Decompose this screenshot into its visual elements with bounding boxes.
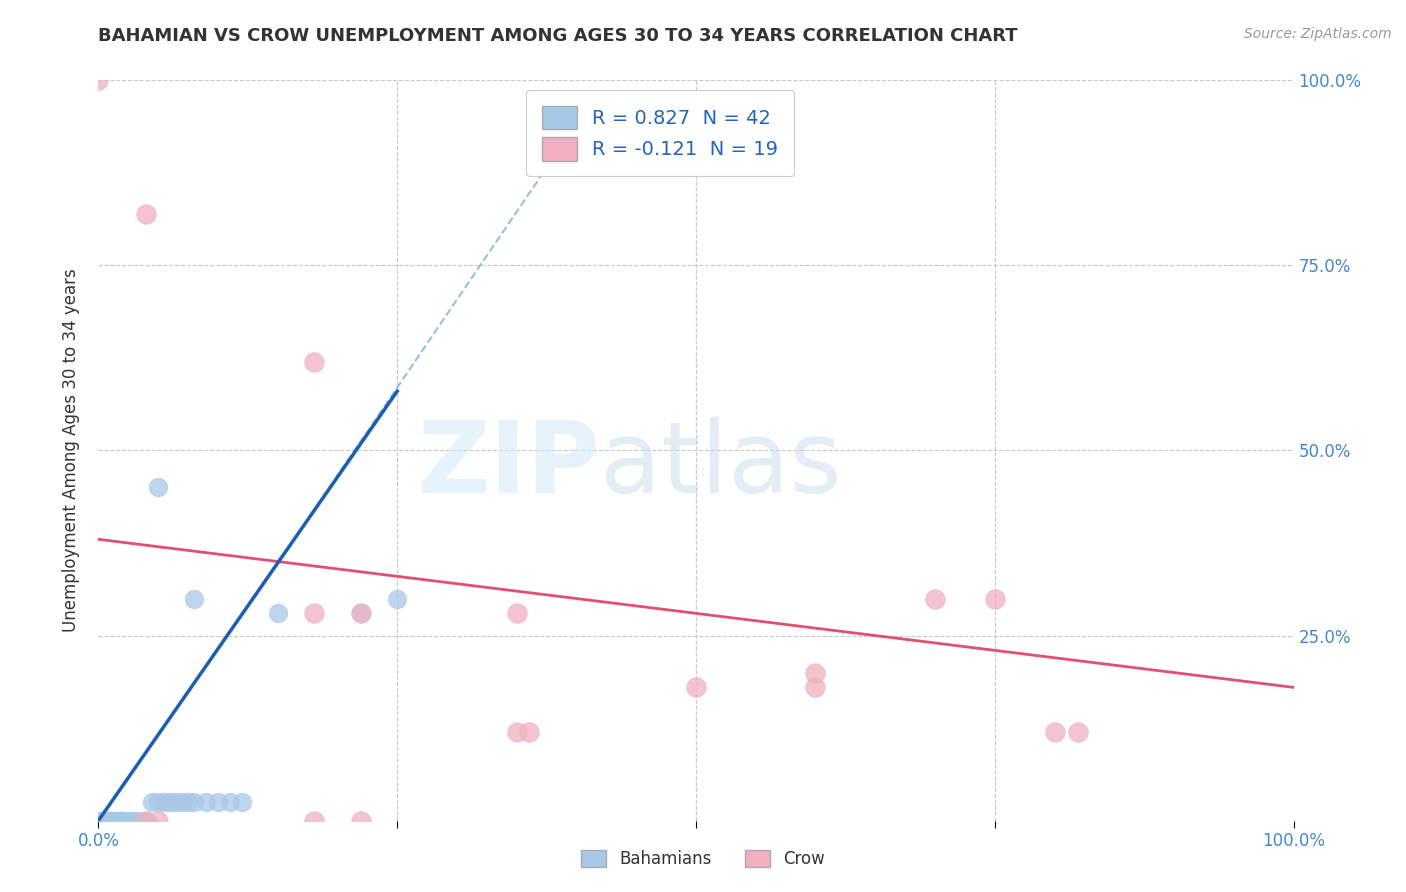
Point [93,814,115,828]
Point [91,814,114,828]
Point [96,814,118,828]
Legend: R = 0.827  N = 42, R = -0.121  N = 19: R = 0.827 N = 42, R = -0.121 N = 19 [526,90,794,177]
Point [94,814,117,828]
Point [107,814,129,828]
Point [129,814,152,828]
Point [90,814,112,828]
Point [267,607,290,621]
Point [105,814,128,828]
Point [506,607,529,621]
Point [135,206,157,220]
Point [1067,724,1090,739]
Point [101,814,124,828]
Point [177,795,200,809]
Point [108,814,131,828]
Point [183,591,205,606]
Point [231,795,253,809]
Point [165,795,187,809]
Point [159,795,181,809]
Point [141,795,163,809]
Point [506,724,529,739]
Point [98,814,121,828]
Point [302,607,325,621]
Point [183,795,205,809]
Point [120,814,142,828]
Point [111,814,134,828]
Y-axis label: Unemployment Among Ages 30 to 34 years: Unemployment Among Ages 30 to 34 years [62,268,80,632]
Text: Source: ZipAtlas.com: Source: ZipAtlas.com [1244,27,1392,41]
Point [135,814,157,828]
Point [87,814,110,828]
Point [148,814,170,828]
Point [103,814,125,828]
Point [685,681,707,695]
Text: BAHAMIAN VS CROW UNEMPLOYMENT AMONG AGES 30 TO 34 YEARS CORRELATION CHART: BAHAMIAN VS CROW UNEMPLOYMENT AMONG AGES… [98,27,1018,45]
Point [984,591,1007,606]
Point [1043,724,1066,739]
Point [804,665,827,680]
Point [302,814,325,828]
Point [350,607,373,621]
Text: atlas: atlas [600,417,842,514]
Point [302,354,325,368]
Point [91,814,114,828]
Point [207,795,229,809]
Point [153,795,176,809]
Legend: Bahamians, Crow: Bahamians, Crow [574,843,832,875]
Point [385,591,409,606]
Point [517,724,540,739]
Point [350,814,373,828]
Point [194,795,218,809]
Point [114,814,136,828]
Point [804,681,827,695]
Point [219,795,242,809]
Point [110,814,132,828]
Text: ZIP: ZIP [418,417,600,514]
Point [100,814,122,828]
Point [135,814,157,828]
Point [97,814,120,828]
Point [107,814,129,828]
Point [98,814,122,828]
Point [148,481,170,495]
Point [350,607,373,621]
Point [172,795,194,809]
Point [124,814,146,828]
Point [87,73,110,87]
Point [117,814,139,828]
Point [924,591,946,606]
Point [148,795,170,809]
